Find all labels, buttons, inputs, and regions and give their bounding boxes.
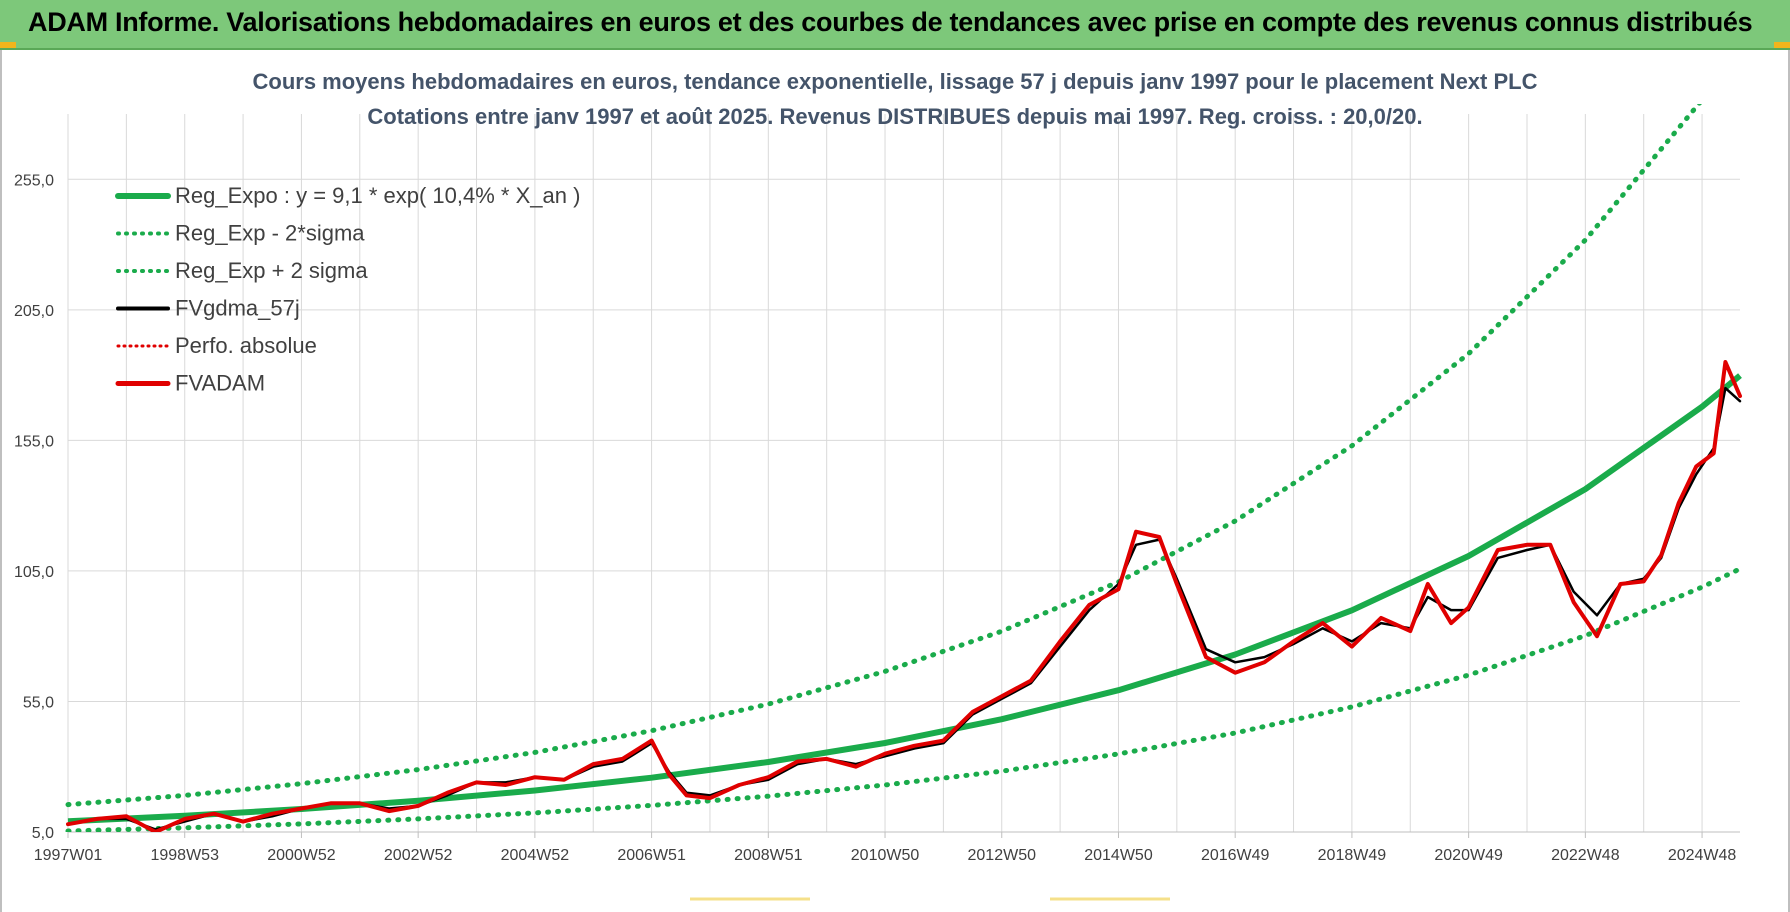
title-banner: ADAM Informe. Valorisations hebdomadaire… [0, 0, 1790, 50]
chart-title-line-1: Cours moyens hebdomadaires en euros, ten… [253, 69, 1538, 94]
x-tick-label: 2006W51 [617, 847, 686, 864]
y-tick-label: 255,0 [14, 172, 54, 189]
corner-marker [1774, 42, 1790, 48]
x-tick-label: 2016W49 [1201, 847, 1270, 864]
y-axis-ticks: 5,0 55,0 105,0 155,0 205,0 255,0 [14, 172, 54, 842]
x-tick-label: 2020W49 [1434, 847, 1503, 864]
x-tick-label: 2010W50 [851, 847, 920, 864]
x-tick-label: 2014W50 [1084, 847, 1153, 864]
legend-label: FVgdma_57j [175, 296, 300, 321]
series-layer [65, 104, 1743, 832]
chart-title-line-2: Cotations entre janv 1997 et août 2025. … [367, 104, 1422, 129]
y-tick-label: 55,0 [23, 694, 54, 711]
x-tick-label: 2022W48 [1551, 847, 1620, 864]
x-tick-label: 1997W01 [34, 847, 103, 864]
series-fvadam [66, 360, 1742, 832]
legend-label: Reg_Exp - 2*sigma [175, 221, 365, 246]
x-tick-label: 2012W50 [968, 847, 1037, 864]
gridlines [67, 114, 1740, 833]
y-tick-label: 155,0 [14, 433, 54, 450]
x-tick-label: 2002W52 [384, 847, 453, 864]
legend-label: Reg_Exp + 2 sigma [175, 258, 368, 283]
series-reg-exp-minus-2sigma [65, 566, 1743, 832]
chart-frame [0, 50, 1790, 912]
x-tick-label: 1998W53 [150, 847, 219, 864]
legend-label: Reg_Expo : y = 9,1 * exp( 10,4% * X_an ) [175, 183, 580, 208]
x-tick-label: 2024W48 [1668, 847, 1737, 864]
series-reg-exp-plus-2sigma [65, 104, 1702, 808]
x-tick-label: 2008W51 [734, 847, 803, 864]
banner-title: ADAM Informe. Valorisations hebdomadaire… [28, 7, 1753, 37]
legend-label: FVADAM [175, 371, 265, 396]
y-tick-label: 5,0 [32, 825, 54, 842]
x-tick-label: 2000W52 [267, 847, 336, 864]
series-fvgdma-57j [66, 386, 1742, 831]
legend: Reg_Expo : y = 9,1 * exp( 10,4% * X_an )… [115, 183, 580, 396]
legend-label: Perfo. absolue [175, 333, 317, 358]
x-tick-label: 2018W49 [1318, 847, 1387, 864]
x-tick-label: 2004W52 [501, 847, 570, 864]
chart: Cours moyens hebdomadaires en euros, ten… [14, 69, 1743, 901]
series-reg-expo [67, 373, 1742, 825]
corner-marker [0, 42, 16, 48]
y-tick-label: 105,0 [14, 564, 54, 581]
y-tick-label: 205,0 [14, 303, 54, 320]
x-axis-ticks: 1997W01 1998W53 2000W52 2002W52 2004W52 2006W… [34, 832, 1737, 864]
